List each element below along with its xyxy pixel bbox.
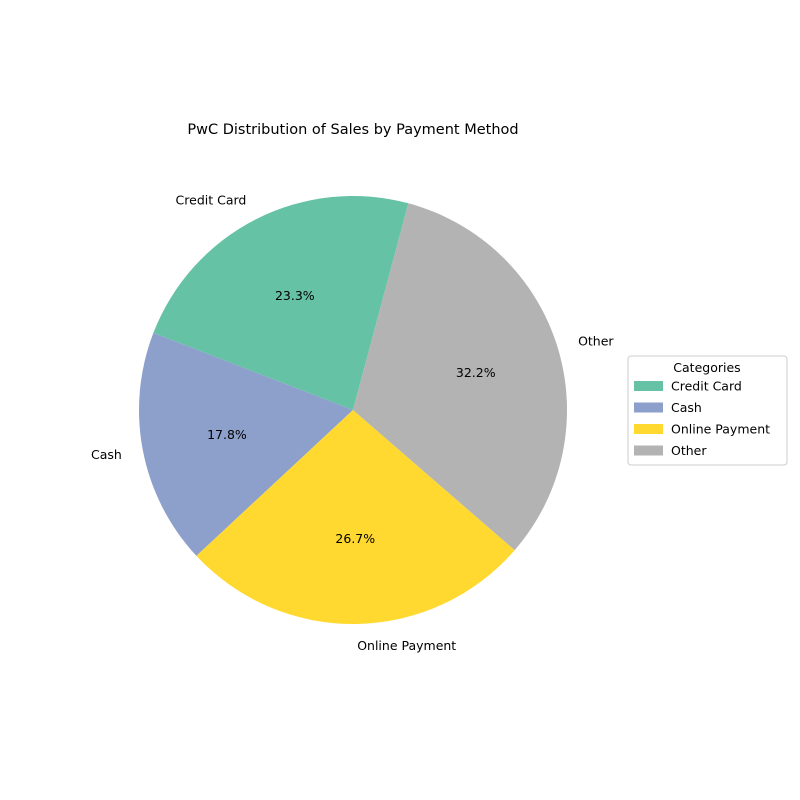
legend-label-online-payment: Online Payment	[671, 422, 770, 437]
legend-label-cash: Cash	[671, 400, 702, 415]
legend-title: Categories	[673, 360, 740, 375]
legend-frame	[627, 355, 788, 466]
legend-swatch-credit-card	[634, 381, 663, 391]
percent-label-credit-card: 23.3%	[275, 288, 315, 303]
legend-swatch-online-payment	[634, 424, 663, 434]
percent-label-other: 32.2%	[456, 365, 496, 380]
chart-title: PwC Distribution of Sales by Payment Met…	[187, 122, 518, 138]
percent-labels: 23.3% 17.8% 26.7% 32.2%	[207, 288, 496, 546]
pie-slice-other	[353, 203, 567, 551]
legend-label-other: Other	[671, 443, 707, 458]
percent-label-cash: 17.8%	[207, 427, 247, 442]
legend-swatch-cash	[634, 402, 663, 413]
legend-label-credit-card: Credit Card	[671, 379, 742, 394]
legend: Categories Credit Card Cash Online Payment…	[627, 355, 788, 466]
percent-label-online-payment: 26.7%	[335, 531, 375, 546]
legend-entries: Credit Card Cash Online Payment Other	[634, 379, 770, 458]
slice-label-other: Other	[578, 334, 614, 349]
pie-slice-cash	[138, 332, 353, 556]
pie-slice-online-payment	[196, 410, 515, 625]
pie-slice-credit-card	[153, 196, 409, 410]
legend-swatch-other	[634, 445, 663, 456]
pie-slices	[138, 196, 567, 625]
slice-label-cash: Cash	[91, 447, 122, 462]
slice-labels: Credit Card Cash Online Payment Other	[91, 193, 614, 653]
slice-label-credit-card: Credit Card	[176, 193, 247, 208]
slice-label-online-payment: Online Payment	[357, 638, 456, 653]
